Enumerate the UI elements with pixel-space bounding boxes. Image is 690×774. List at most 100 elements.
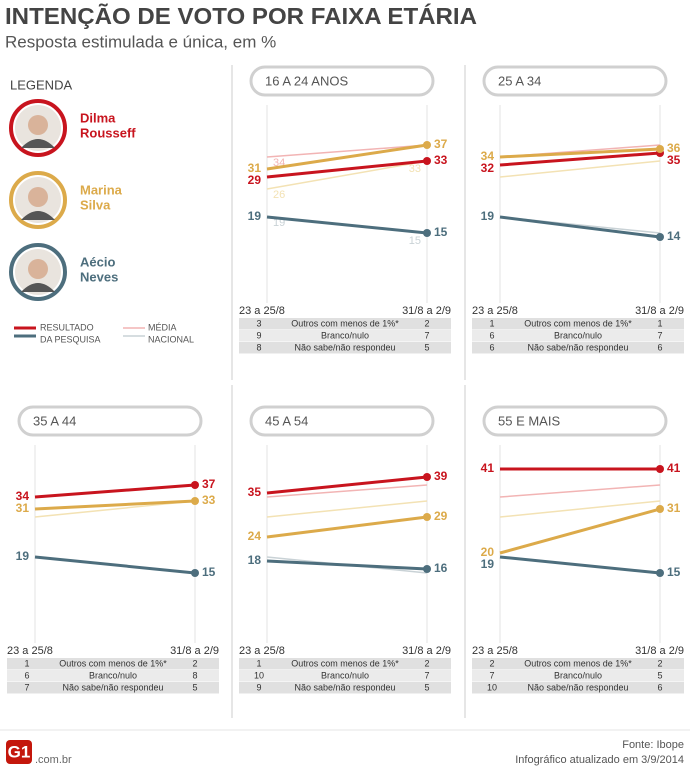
point — [191, 481, 199, 489]
panel-title-box — [249, 65, 435, 97]
series-line — [266, 215, 428, 235]
national-line — [266, 160, 428, 190]
point — [423, 229, 431, 237]
value-label: 19 — [248, 209, 262, 223]
x-tick-label: 23 a 25/8 — [472, 645, 518, 657]
legend-national: NACIONAL — [148, 334, 194, 344]
value-label: 19 — [16, 549, 30, 563]
national-line — [499, 500, 661, 518]
table-row — [239, 342, 451, 354]
panel-title: 35 A 44 — [33, 413, 76, 428]
table-cell: 6 — [489, 342, 494, 352]
table-cell: 1 — [256, 658, 261, 668]
point — [656, 505, 664, 513]
logo: G1 — [8, 742, 31, 761]
legend-name: Silva — [80, 197, 111, 212]
value-label: 39 — [434, 469, 448, 483]
value-label: 37 — [434, 137, 448, 151]
table-cell: Não sabe/não respondeu — [62, 682, 163, 692]
series-line — [266, 559, 428, 571]
table-row — [472, 682, 684, 694]
series-line — [34, 499, 196, 511]
table-cell: 10 — [254, 670, 264, 680]
table-cell: 7 — [24, 682, 29, 692]
table-cell: 7 — [489, 670, 494, 680]
legend-name: Aécio — [80, 254, 115, 269]
logo-suffix: .com.br — [35, 754, 72, 766]
point — [423, 157, 431, 165]
table-row — [7, 658, 219, 670]
value-label: 19 — [481, 557, 495, 571]
series-line — [266, 515, 428, 539]
table-cell: 6 — [24, 670, 29, 680]
x-tick-label: 31/8 a 2/9 — [170, 645, 219, 657]
portrait-body — [21, 211, 55, 220]
table-cell: Branco/nulo — [89, 670, 137, 680]
table-cell: 10 — [487, 682, 497, 692]
value-label: 37 — [202, 477, 216, 491]
value-label: 19 — [481, 209, 495, 223]
portrait-body — [21, 283, 55, 292]
table-cell: 2 — [489, 658, 494, 668]
point — [656, 145, 664, 153]
table-cell: 7 — [424, 330, 429, 340]
value-label: 34 — [481, 149, 495, 163]
portrait-face — [28, 187, 48, 207]
table-cell: Não sabe/não respondeu — [294, 682, 395, 692]
national-label: 15 — [409, 235, 421, 247]
subtitle: Resposta estimulada e única, em % — [5, 32, 276, 51]
legend-national: MÉDIA — [148, 322, 177, 332]
value-label: 15 — [202, 565, 216, 579]
panel-title: 16 A 24 ANOS — [265, 73, 348, 88]
point — [656, 233, 664, 241]
table-cell: 2 — [192, 658, 197, 668]
value-label: 31 — [16, 501, 30, 515]
table-row — [239, 670, 451, 682]
table-row — [239, 330, 451, 342]
point — [656, 569, 664, 577]
portrait-face — [28, 115, 48, 135]
x-tick-label: 31/8 a 2/9 — [635, 305, 684, 317]
table-cell: Outros com menos de 1%* — [291, 318, 399, 328]
table-cell: Não sabe/não respondeu — [527, 342, 628, 352]
table-cell: 5 — [657, 670, 662, 680]
table-cell: 6 — [657, 682, 662, 692]
series-line — [266, 159, 428, 179]
table-cell: Outros com menos de 1%* — [59, 658, 167, 668]
value-label: 41 — [481, 461, 495, 475]
legend-name: Neves — [80, 269, 118, 284]
value-label: 20 — [481, 545, 495, 559]
table-cell: 1 — [489, 318, 494, 328]
table-cell: Não sabe/não respondeu — [527, 682, 628, 692]
value-label: 33 — [202, 493, 216, 507]
legend-name: Rousseff — [80, 125, 136, 140]
portrait-body — [21, 139, 55, 148]
table-cell: Outros com menos de 1%* — [524, 318, 632, 328]
value-label: 41 — [667, 461, 681, 475]
legend-heading: LEGENDA — [10, 77, 72, 92]
table-cell: 5 — [424, 342, 429, 352]
series-line — [499, 507, 661, 555]
value-label: 33 — [434, 153, 448, 167]
panel-title-box — [482, 65, 668, 97]
x-tick-label: 23 a 25/8 — [239, 645, 285, 657]
value-label: 35 — [248, 485, 262, 499]
value-label: 16 — [434, 561, 448, 575]
table-cell: Branco/nulo — [321, 670, 369, 680]
panel-title: 25 A 34 — [498, 73, 541, 88]
value-label: 15 — [667, 565, 681, 579]
national-line — [499, 484, 661, 498]
value-label: 29 — [248, 173, 262, 187]
table-row — [7, 682, 219, 694]
table-cell: Outros com menos de 1%* — [291, 658, 399, 668]
legend-result: RESULTADO — [40, 322, 94, 332]
series-line — [499, 215, 661, 239]
value-label: 34 — [16, 489, 30, 503]
table-cell: 2 — [657, 658, 662, 668]
table-cell: 9 — [256, 330, 261, 340]
national-label: 33 — [409, 163, 421, 175]
